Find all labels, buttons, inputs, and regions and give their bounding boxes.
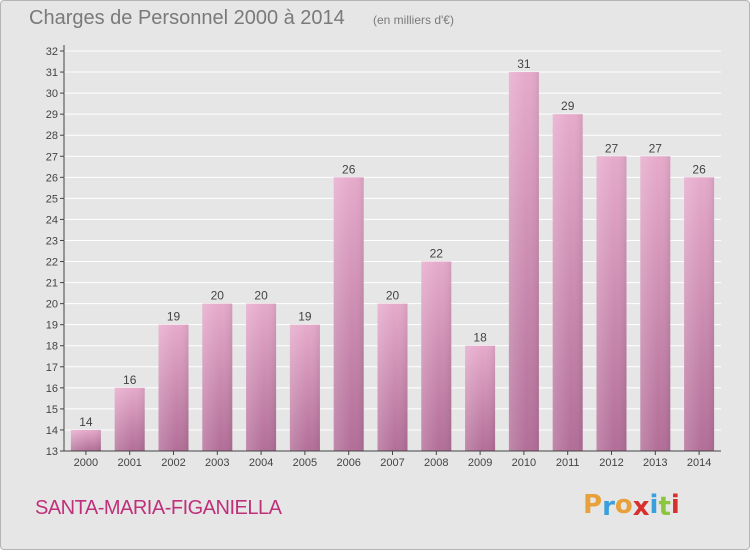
x-tick-labels: 2000 2001 2002 2003 2004 2005 2006 2007 2008 2009…	[74, 451, 711, 469]
bar-shade	[377, 303, 408, 451]
x-tick-label: 2001	[117, 457, 141, 469]
y-tick-label: 15	[46, 404, 58, 416]
y-tick-label: 13	[46, 446, 58, 458]
bar-shade	[640, 156, 671, 451]
x-tick-label: 2014	[687, 457, 711, 469]
x-tick-label: 2004	[249, 457, 273, 469]
bar-shade	[333, 177, 364, 451]
y-tick-label: 26	[46, 172, 58, 184]
y-tick-label: 24	[46, 214, 58, 226]
logo-letter: r	[602, 492, 615, 522]
data-label: 27	[649, 141, 663, 155]
y-tick-label: 17	[46, 362, 58, 374]
y-tick-label: 14	[46, 425, 58, 437]
data-label: 20	[254, 289, 268, 303]
data-label: 19	[167, 310, 181, 324]
x-tick-label: 2006	[336, 457, 360, 469]
data-label: 31	[517, 57, 531, 71]
data-label: 22	[430, 247, 444, 261]
bar-shade	[465, 345, 496, 451]
bar-shade	[596, 156, 627, 451]
x-tick-label: 2003	[205, 457, 229, 469]
x-tick-label: 2011	[556, 457, 580, 469]
logo-letter: i	[649, 490, 659, 520]
y-tick-label: 28	[46, 130, 58, 142]
bar-shade	[421, 261, 452, 451]
y-tick-label: 19	[46, 320, 58, 332]
logo-letter: o	[614, 490, 633, 520]
y-tick-label: 25	[46, 193, 58, 205]
y-tick-label: 22	[46, 257, 58, 269]
logo-letter: t	[658, 492, 671, 522]
logo-letter: i	[670, 490, 680, 520]
data-label: 14	[79, 415, 93, 429]
data-label: 20	[386, 289, 400, 303]
y-tick-labels: 13 14 15 16 17 18 19 20 21 22 23 24 25 26 27 28 29 30 31 32	[46, 46, 64, 458]
data-label: 26	[342, 162, 356, 176]
y-tick-label: 27	[46, 151, 58, 163]
chart-subtitle: (en milliers d'€)	[373, 13, 454, 27]
x-tick-label: 2000	[74, 457, 98, 469]
bar-shade	[684, 177, 715, 451]
bar-shade	[508, 72, 539, 451]
y-tick-label: 30	[46, 88, 58, 100]
bar-shade	[70, 429, 101, 451]
bar-shade	[246, 303, 277, 451]
data-label: 16	[123, 373, 137, 387]
data-labels: 14 16 19 20 20 19 26 20 22 18 31 29 27 27 26	[79, 57, 706, 429]
y-tick-label: 32	[46, 46, 58, 58]
data-label: 29	[561, 99, 575, 113]
x-tick-label: 2009	[468, 457, 492, 469]
y-tick-label: 23	[46, 235, 58, 247]
bar-shade	[289, 324, 320, 451]
data-label: 20	[211, 289, 225, 303]
data-label: 19	[298, 310, 312, 324]
x-tick-label: 2012	[599, 457, 623, 469]
y-tick-label: 31	[46, 67, 58, 79]
logo-letter: P	[583, 490, 603, 520]
y-tick-label: 20	[46, 299, 58, 311]
x-tick-label: 2013	[643, 457, 667, 469]
y-tick-label: 16	[46, 383, 58, 395]
bar-shade	[158, 324, 189, 451]
logo-letter: x	[632, 492, 650, 522]
data-label: 18	[473, 331, 487, 345]
bars	[70, 72, 715, 451]
data-label: 27	[605, 141, 619, 155]
bar-shade	[202, 303, 233, 451]
x-tick-label: 2002	[161, 457, 185, 469]
data-label: 26	[692, 162, 706, 176]
commune-name: SANTA-MARIA-FIGANIELLA	[35, 497, 282, 519]
x-tick-label: 2005	[293, 457, 317, 469]
x-tick-label: 2008	[424, 457, 448, 469]
bar-shade	[552, 114, 583, 451]
chart-title: Charges de Personnel 2000 à 2014	[29, 7, 345, 29]
x-tick-label: 2010	[512, 457, 536, 469]
y-tick-label: 29	[46, 109, 58, 121]
bar-shade	[114, 387, 145, 451]
y-tick-label: 18	[46, 341, 58, 353]
y-tick-label: 21	[46, 278, 58, 290]
proxiti-logo: Proxiti	[583, 490, 680, 522]
x-tick-label: 2007	[380, 457, 404, 469]
